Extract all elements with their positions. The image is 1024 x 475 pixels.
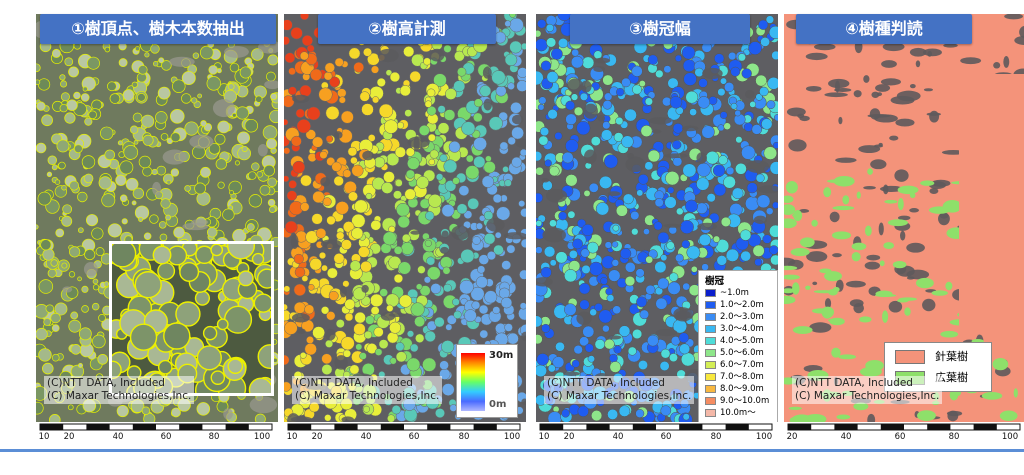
scale-tick: 10 bbox=[286, 432, 298, 442]
scale-tick: 100 bbox=[755, 432, 773, 442]
scale-tick: 20 bbox=[63, 432, 75, 442]
copyright-credit: (C)NTT DATA, Included (C) Maxar Technolo… bbox=[292, 376, 443, 404]
tree-height-panel: 30m 0m (C)NTT DATA, Included (C) Maxar T… bbox=[284, 14, 526, 444]
bottom-rule bbox=[0, 449, 1024, 452]
scale-tick: 10 bbox=[538, 432, 550, 442]
scale-bar: 10 20 40 60 80 100 bbox=[36, 422, 278, 444]
credit-line: (C)NTT DATA, Included bbox=[47, 377, 165, 389]
crown-legend-item: 1.0～2.0m bbox=[705, 300, 777, 310]
crown-legend-item: 8.0～9.0m bbox=[705, 384, 777, 394]
credit-line: (C) Maxar Technologies,Inc. bbox=[795, 390, 940, 402]
panel-title: ③樹冠幅 bbox=[570, 14, 750, 44]
crown-legend-swatch bbox=[705, 397, 716, 405]
credit-line: (C)NTT DATA, Included bbox=[295, 377, 413, 389]
crown-legend-item: 2.0～3.0m bbox=[705, 312, 777, 322]
crown-legend-item: ~1.0m bbox=[705, 288, 777, 298]
crown-legend-label: 7.0～8.0m bbox=[720, 372, 764, 382]
crown-legend-swatch bbox=[705, 409, 716, 417]
inset-crown-map bbox=[112, 244, 271, 393]
crown-width-legend: 樹冠 ~1.0m 1.0～2.0m 2.0～3.0m 3.0～4.0m 4.0～5.0m… bbox=[698, 270, 778, 426]
credit-line: (C)NTT DATA, Included bbox=[547, 377, 665, 389]
scale-tick: 80 bbox=[458, 432, 470, 442]
copyright-credit: (C)NTT DATA, Included (C) Maxar Technolo… bbox=[544, 376, 695, 404]
crown-legend-item: 4.0～5.0m bbox=[705, 336, 777, 346]
height-legend: 30m 0m bbox=[456, 344, 518, 418]
panel-title: ②樹高計測 bbox=[318, 14, 496, 44]
crown-legend-swatch bbox=[705, 349, 716, 357]
crown-legend-swatch bbox=[705, 337, 716, 345]
scale-tick: 40 bbox=[840, 432, 852, 442]
scale-tick: 40 bbox=[112, 432, 124, 442]
credit-line: (C)NTT DATA, Included bbox=[795, 377, 913, 389]
crown-legend-item: 3.0～4.0m bbox=[705, 324, 777, 334]
zoomed-inset bbox=[109, 241, 274, 396]
crown-legend-swatch bbox=[705, 373, 716, 381]
crown-legend-swatch bbox=[705, 313, 716, 321]
tree-species-panel: 針葉樹 広葉樹 (C)NTT DATA, Included (C) Maxar … bbox=[784, 14, 1024, 444]
scale-bar: 20 40 60 80 100 bbox=[784, 422, 1024, 444]
tree-top-extraction-panel: (C)NTT DATA, Included (C) Maxar Technolo… bbox=[36, 14, 278, 444]
scale-tick: 60 bbox=[408, 432, 420, 442]
credit-line: (C) Maxar Technologies,Inc. bbox=[295, 390, 440, 402]
crown-legend-label: 10.0m～ bbox=[720, 408, 756, 418]
crown-legend-label: 9.0～10.0m bbox=[720, 396, 770, 406]
crown-width-panel: 樹冠 ~1.0m 1.0～2.0m 2.0～3.0m 3.0～4.0m 4.0～5.0m… bbox=[536, 14, 778, 444]
height-legend-max: 30m bbox=[489, 350, 514, 361]
crown-legend-swatch bbox=[705, 289, 716, 297]
scale-tick: 20 bbox=[563, 432, 575, 442]
crown-legend-label: 8.0～9.0m bbox=[720, 384, 764, 394]
crown-legend-item: 5.0～6.0m bbox=[705, 348, 777, 358]
crown-legend-label: 1.0～2.0m bbox=[720, 300, 764, 310]
scale-bar-graphic bbox=[539, 423, 773, 431]
scale-bar-graphic bbox=[39, 423, 273, 431]
panel-title: ④樹種判読 bbox=[796, 14, 972, 44]
crown-legend-item: 9.0～10.0m bbox=[705, 396, 777, 406]
scale-tick: 20 bbox=[786, 432, 798, 442]
scale-bar-graphic bbox=[287, 423, 521, 431]
crown-legend-label: 2.0～3.0m bbox=[720, 312, 764, 322]
scale-tick: 100 bbox=[503, 432, 521, 442]
scale-tick: 60 bbox=[660, 432, 672, 442]
scale-tick: 60 bbox=[894, 432, 906, 442]
crown-legend-label: 5.0～6.0m bbox=[720, 348, 764, 358]
crown-legend-swatch bbox=[705, 385, 716, 393]
scale-bar: 10 20 40 60 80 100 bbox=[284, 422, 526, 444]
scale-tick: 40 bbox=[360, 432, 372, 442]
height-color-ramp bbox=[461, 353, 485, 411]
conifer-label: 針葉樹 bbox=[935, 350, 968, 363]
crown-legend-item: 6.0～7.0m bbox=[705, 360, 777, 370]
scale-tick: 100 bbox=[1001, 432, 1019, 442]
crown-legend-title: 樹冠 bbox=[705, 276, 725, 287]
crown-legend-label: 6.0～7.0m bbox=[720, 360, 764, 370]
scale-tick: 100 bbox=[253, 432, 271, 442]
conifer-swatch bbox=[895, 350, 925, 364]
scale-tick: 60 bbox=[160, 432, 172, 442]
broadleaf-label: 広葉樹 bbox=[935, 371, 968, 384]
crown-legend-swatch bbox=[705, 301, 716, 309]
scale-bar-graphic bbox=[787, 423, 1021, 431]
copyright-credit: (C)NTT DATA, Included (C) Maxar Technolo… bbox=[792, 376, 943, 404]
scale-tick: 20 bbox=[311, 432, 323, 442]
scale-tick: 80 bbox=[710, 432, 722, 442]
scale-tick: 80 bbox=[208, 432, 220, 442]
panel-title: ①樹頂点、樹木本数抽出 bbox=[40, 14, 276, 44]
crown-legend-label: 4.0～5.0m bbox=[720, 336, 764, 346]
scale-tick: 10 bbox=[38, 432, 50, 442]
height-legend-min: 0m bbox=[489, 399, 507, 410]
copyright-credit: (C)NTT DATA, Included (C) Maxar Technolo… bbox=[44, 376, 195, 404]
crown-legend-swatch bbox=[705, 361, 716, 369]
crown-legend-label: 3.0～4.0m bbox=[720, 324, 764, 334]
credit-line: (C) Maxar Technologies,Inc. bbox=[47, 390, 192, 402]
crown-legend-swatch bbox=[705, 325, 716, 333]
crown-legend-item: 7.0～8.0m bbox=[705, 372, 777, 382]
scale-tick: 80 bbox=[948, 432, 960, 442]
scale-bar: 10 20 40 60 80 100 bbox=[536, 422, 778, 444]
crown-legend-label: ~1.0m bbox=[720, 288, 749, 298]
credit-line: (C) Maxar Technologies,Inc. bbox=[547, 390, 692, 402]
scale-tick: 40 bbox=[612, 432, 624, 442]
crown-legend-item: 10.0m～ bbox=[705, 408, 777, 418]
